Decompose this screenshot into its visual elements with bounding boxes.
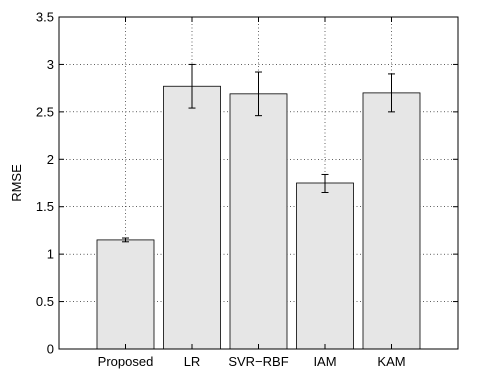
y-axis-label: RMSE [9,164,24,202]
error-bars [122,63,395,243]
x-tick-label: SVR−RBF [228,354,288,369]
y-tick-label: 2 [47,152,54,167]
y-tick-label: 1.5 [36,199,54,214]
bars [96,85,421,350]
y-tick-label: 3.5 [36,10,54,25]
y-tick-label: 0 [47,342,54,357]
y-tick-label: 1 [47,247,54,262]
x-tick-label: LR [184,354,201,369]
bar-1 [96,239,155,350]
bar-2 [163,85,221,350]
y-tick-label: 0.5 [36,294,54,309]
x-tick-label: Proposed [98,354,154,369]
x-axis-ticks: Proposed LR SVR−RBF IAM KAM [98,17,406,369]
x-tick-label: KAM [377,354,405,369]
y-axis-ticks: 0 0.5 1 1.5 2 2.5 3 3.5 [36,10,458,357]
y-tick-label: 3 [47,57,54,72]
y-tick-label: 2.5 [36,104,54,119]
bar-4 [296,182,354,350]
bar-5 [362,92,421,350]
bar-3 [229,93,288,350]
x-tick-label: IAM [313,354,336,369]
